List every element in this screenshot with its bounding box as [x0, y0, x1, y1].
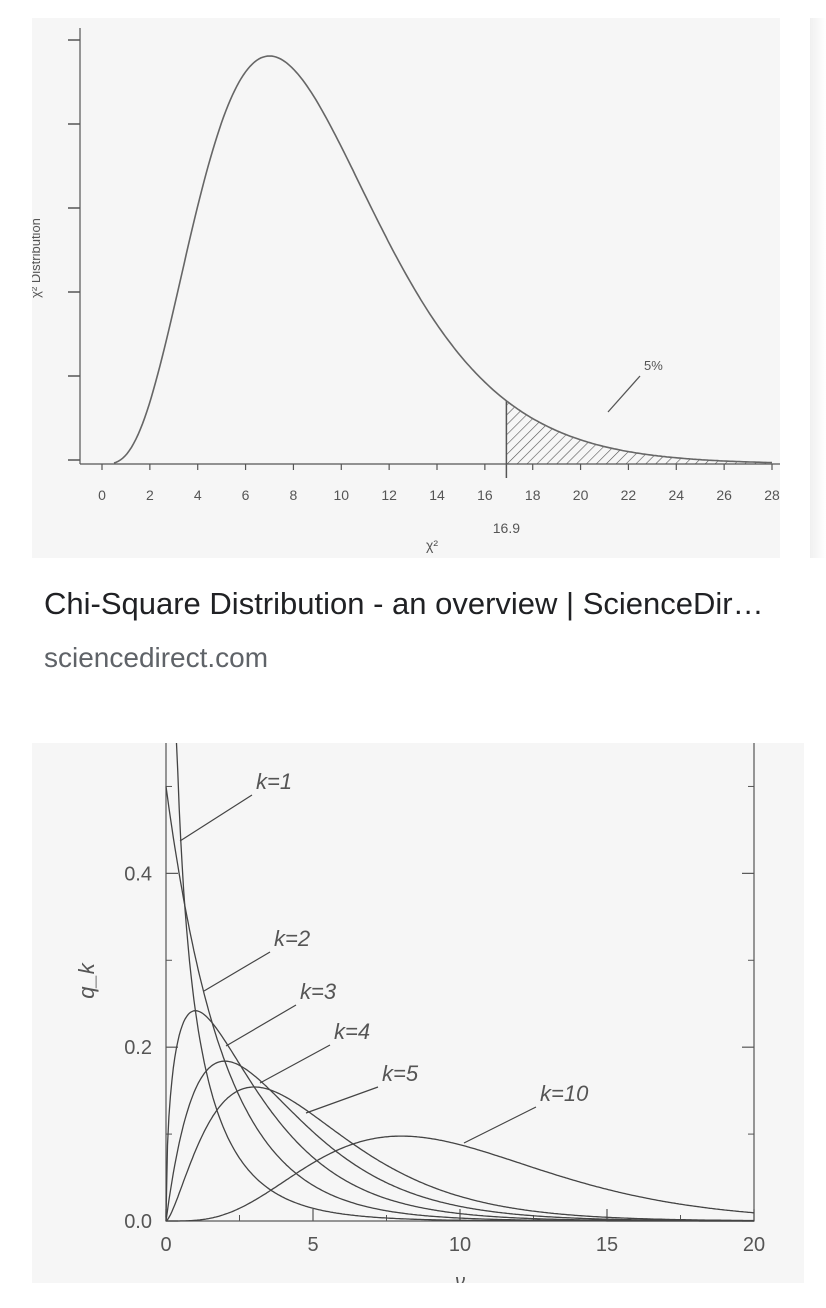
result-title[interactable]: Chi-Square Distribution - an overview | …: [44, 586, 764, 621]
series-line-k=10: [166, 1135, 755, 1222]
series-pointer-k=10: [463, 1106, 537, 1144]
qk-line-chart: 0 5 10 15 20 0.0 0.2 0.4 k=1 k=2 k=3 k=4 k=5 k=10 q_…: [74, 743, 765, 1283]
series-label-k=5: k=5: [382, 1061, 419, 1086]
series-label-k=10: k=10: [540, 1081, 589, 1106]
x-tick-label-16: 16: [477, 487, 493, 503]
x-tick-label-0: 0: [98, 487, 106, 503]
x-tick-label-10: 10: [449, 1234, 471, 1256]
x-tick-label-20: 20: [743, 1234, 765, 1256]
result-thumbnail-chi-square[interactable]: 0 2 4 6 8 10 12 14 16 18 20 22 24 26 28 χ² Distributio…: [32, 18, 780, 558]
x-tick-label-26: 26: [716, 487, 732, 503]
series-line-k=1: [175, 743, 754, 1222]
y-axis-label: χ² Distribution: [32, 218, 43, 298]
chi-square-chart: 0 2 4 6 8 10 12 14 16 18 20 22 24 26 28 χ² Distributio…: [32, 28, 780, 553]
y-axis-label: q_k: [74, 962, 99, 998]
x-tick-label-15: 15: [596, 1234, 618, 1256]
series-line-k=2: [165, 786, 754, 1222]
x-tick-label-12: 12: [381, 487, 397, 503]
plot-frame: [165, 743, 755, 1222]
result-thumbnail-qk-curves[interactable]: 0 5 10 15 20 0.0 0.2 0.4 k=1 k=2 k=3 k=4 k=5 k=10 q_…: [32, 743, 804, 1283]
result-domain[interactable]: sciencedirect.com: [44, 642, 269, 673]
series-pointer-k=2: [203, 951, 271, 992]
shaded-label-pointer: [607, 375, 641, 413]
series-label-k=1: k=1: [256, 769, 292, 794]
shaded-tail-area: [506, 400, 772, 464]
x-axis-label: χ²: [426, 537, 438, 553]
x-tick-label-8: 8: [290, 487, 298, 503]
x-tick-label-28: 28: [764, 487, 780, 503]
x-tick-label-4: 4: [194, 487, 202, 503]
series-chi-square-curve: [113, 55, 773, 464]
x-tick-label-0: 0: [160, 1234, 171, 1256]
y-tick-label-0.2: 0.2: [124, 1037, 152, 1059]
series-line-k=4: [165, 1060, 754, 1222]
y-tick-label-0.0: 0.0: [124, 1211, 152, 1233]
series-pointer-k=1: [179, 794, 253, 842]
series-label-k=4: k=4: [334, 1019, 370, 1044]
series-pointer-k=3: [225, 1004, 297, 1047]
x-tick-label-5: 5: [307, 1234, 318, 1256]
next-card-edge: [810, 18, 826, 558]
x-tick-label-22: 22: [621, 487, 637, 503]
x-tick-label-20: 20: [573, 487, 589, 503]
shaded-area-label: 5%: [644, 358, 663, 373]
y-tick-label-0.4: 0.4: [124, 863, 152, 885]
series-line-k=5: [165, 1086, 754, 1222]
series-pointer-k=4: [259, 1044, 331, 1084]
series-line-k=3: [165, 1010, 754, 1222]
series-pointer-k=5: [305, 1086, 379, 1114]
x-tick-label-10: 10: [333, 487, 349, 503]
x-tick-label-18: 18: [525, 487, 541, 503]
series-label-k=2: k=2: [274, 926, 310, 951]
x-tick-label-2: 2: [146, 487, 154, 503]
series-label-k=3: k=3: [300, 979, 337, 1004]
x-tick-label-6: 6: [242, 487, 250, 503]
x-tick-label-14: 14: [429, 487, 445, 503]
x-tick-label-24: 24: [668, 487, 684, 503]
x-axis-label: ν: [455, 1271, 465, 1283]
critical-value-label: 16.9: [493, 520, 520, 536]
